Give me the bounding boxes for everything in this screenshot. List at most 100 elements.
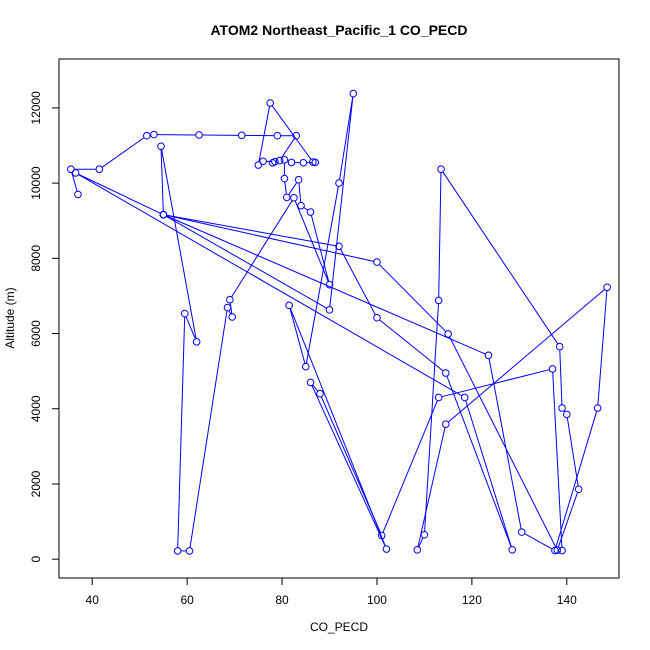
data-point — [434, 296, 443, 305]
x-tick-label: 40 — [86, 593, 100, 607]
data-point — [142, 131, 151, 140]
series-line-segment — [559, 349, 563, 405]
series-line-segment — [281, 138, 295, 159]
series-line-segment — [177, 316, 186, 548]
data-point — [280, 174, 289, 183]
y-tick-label: 8000 — [29, 245, 43, 272]
data-point — [562, 410, 571, 419]
series-line-segment — [78, 174, 463, 397]
chart-title: ATOM2 Northeast_Pacific_1 CO_PECD — [210, 22, 467, 38]
data-point — [180, 309, 189, 318]
data-point — [373, 258, 381, 266]
y-tick-label: 10000 — [29, 166, 43, 200]
series-line-segment — [552, 372, 563, 548]
data-point — [437, 165, 445, 173]
data-point — [444, 330, 452, 338]
series-line-segment — [441, 369, 550, 398]
data-point — [192, 338, 201, 346]
data-point — [382, 545, 391, 553]
data-point — [228, 313, 237, 321]
series-line-segment — [298, 182, 302, 203]
data-point — [67, 165, 75, 173]
data-point — [266, 99, 274, 107]
data-point — [413, 545, 422, 554]
x-tick-label: 140 — [557, 593, 577, 607]
y-axis-label: Altitude (m) — [3, 287, 17, 348]
data-point — [434, 393, 443, 402]
data-point — [508, 545, 517, 554]
series-line-segment — [166, 215, 327, 309]
data-point — [285, 301, 293, 310]
series-line-segment — [228, 310, 232, 315]
data-point — [460, 393, 469, 402]
x-tick-label: 100 — [367, 593, 387, 607]
data-point — [517, 528, 526, 536]
series-line-segment — [329, 96, 354, 307]
series-line-segment — [417, 427, 446, 547]
series-line-segment — [185, 316, 196, 339]
data-point — [259, 157, 267, 166]
series-line-segment — [271, 105, 312, 160]
x-tick-label: 60 — [180, 593, 194, 607]
series-line-segment — [310, 215, 330, 282]
data-point — [349, 89, 358, 98]
x-tick-label: 80 — [275, 593, 289, 607]
y-tick-label: 12000 — [29, 91, 43, 125]
data-point — [377, 531, 386, 540]
data-point — [226, 295, 234, 304]
data-point — [558, 546, 566, 555]
series-line-segment — [449, 336, 557, 548]
data-point — [280, 155, 289, 164]
data-point — [159, 210, 168, 219]
series-line-segment — [424, 303, 439, 532]
series-line-segment — [566, 417, 579, 487]
series-line-segment — [289, 308, 306, 364]
data-point — [74, 190, 82, 199]
data-point — [325, 306, 334, 314]
series-line-segment — [488, 358, 522, 529]
series-line-segment — [311, 385, 386, 547]
series-line-segment — [312, 384, 319, 392]
data-point — [301, 362, 310, 371]
data-point — [254, 161, 263, 169]
data-point — [306, 378, 315, 387]
data-point — [282, 193, 291, 202]
data-point — [306, 208, 315, 216]
series-line-segment — [101, 137, 145, 168]
data-point — [484, 351, 493, 360]
series-line-segment — [382, 400, 438, 533]
data-point — [558, 404, 566, 412]
series-line-segment — [160, 149, 164, 212]
data-point — [373, 313, 381, 322]
y-tick-label: 6000 — [29, 320, 43, 347]
series-line-segment — [288, 182, 298, 195]
data-point — [420, 530, 429, 539]
data-point — [71, 169, 80, 177]
data-point — [441, 420, 450, 428]
data-point — [273, 131, 282, 140]
series-line-segment — [442, 171, 559, 345]
data-point — [555, 342, 564, 351]
series-line-segment — [555, 411, 598, 548]
x-tick-label: 120 — [462, 593, 482, 607]
series-line-segment — [418, 537, 424, 548]
data-point — [271, 157, 279, 166]
data-point — [299, 159, 308, 167]
series-line-segment — [465, 400, 512, 547]
data-point — [335, 242, 343, 251]
data-point — [548, 365, 557, 373]
series-line-segment — [231, 200, 293, 298]
data-point — [185, 547, 194, 555]
data-point — [173, 547, 182, 555]
series-line-segment — [438, 172, 442, 298]
data-point — [311, 158, 320, 167]
series-line-segment — [379, 319, 444, 372]
y-tick-label: 0 — [29, 556, 43, 563]
x-axis: 40 60 80 100 120 140 — [86, 577, 577, 607]
data-point — [157, 142, 165, 151]
series-line-segment — [597, 290, 608, 405]
series-line-segment — [447, 289, 605, 423]
series-line-segment — [446, 375, 512, 547]
